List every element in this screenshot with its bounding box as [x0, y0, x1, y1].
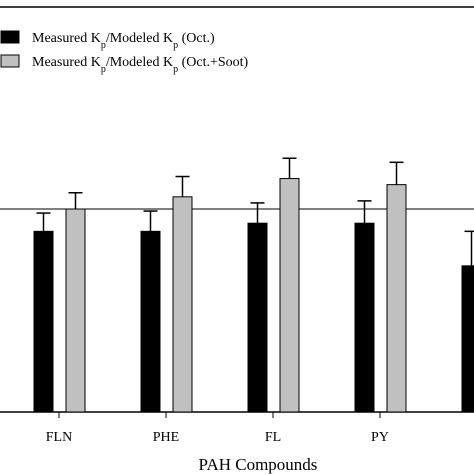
legend-label-series-1: Measured Kp/Modeled Kp (Oct.)	[32, 31, 215, 51]
legend-swatch-series-2	[0, 54, 20, 68]
x-tick-layer: FLNPHEFLPYC	[46, 412, 389, 445]
bar-fln-series-1	[33, 230, 54, 413]
legend-label-series-2: Measured Kp/Modeled Kp (Oct.+Soot)	[32, 55, 249, 75]
bar-fl-series-1	[247, 222, 268, 413]
bar-fln-series-2	[65, 208, 86, 413]
bars-layer	[33, 178, 474, 413]
bar-py-series-2	[386, 184, 407, 413]
x-tick-label-fl: FL	[265, 430, 281, 445]
legend-swatch-series-1	[0, 30, 20, 44]
bar-py-series-1	[354, 222, 375, 413]
bar-c-series-1	[461, 265, 474, 413]
bar-phe-series-1	[140, 230, 161, 413]
x-tick-label-fln: FLN	[46, 430, 72, 445]
x-tick-label-py: PY	[371, 430, 389, 445]
bar-phe-series-2	[172, 196, 193, 413]
legend: Measured Kp/Modeled Kp (Oct.) Measured Kp…	[0, 30, 249, 75]
x-tick-label-phe: PHE	[153, 430, 179, 445]
error-bars-layer	[36, 157, 474, 266]
bar-fl-series-2	[279, 178, 300, 413]
x-axis-title: PAH Compounds	[199, 455, 318, 474]
